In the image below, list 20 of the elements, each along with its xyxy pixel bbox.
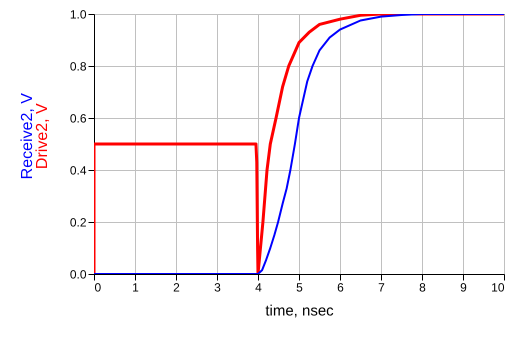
x-tick-label: 6 (337, 280, 344, 294)
text: Receive2, V (19, 92, 36, 180)
y-tick-label: 0.2 (70, 216, 87, 230)
x-axis-title: time, nsec (265, 302, 334, 320)
x-tick-label: 1 (132, 280, 140, 294)
y-tick-label: 0.8 (70, 60, 87, 74)
x-tick-label: 2 (173, 280, 180, 294)
x-tick-label: 8 (419, 280, 426, 294)
x-tick-label: 7 (378, 280, 386, 294)
y-tick-label: 0.6 (70, 112, 87, 126)
x-tick-label: 0 (94, 280, 102, 294)
text: Drive2, V (34, 102, 51, 170)
x-tick-label: 9 (460, 280, 468, 294)
y-tick-label: 0.0 (70, 268, 87, 282)
y-tick-label: 1.0 (70, 8, 87, 22)
y-tick-label: 0.4 (70, 164, 87, 178)
x-tick-label: 5 (296, 280, 304, 294)
x-tick-label: 4 (255, 280, 262, 294)
x-tick-label: 3 (214, 280, 222, 294)
x-tick-label: 10 (491, 280, 505, 294)
